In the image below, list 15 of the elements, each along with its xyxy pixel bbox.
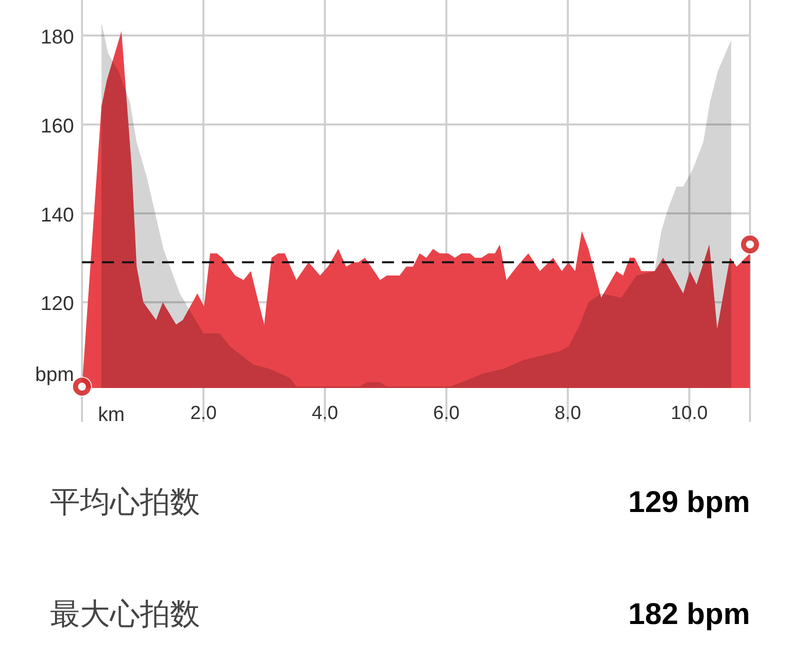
x-tick-label: 8.0 xyxy=(554,403,582,424)
y-tick-label: 120 xyxy=(40,293,74,316)
y-tick-label: 140 xyxy=(40,204,74,226)
x-tick-label: 6.0 xyxy=(433,403,460,424)
text: 最大心拍数 xyxy=(50,598,200,631)
x-tick-label: 4.0 xyxy=(312,403,338,424)
text: 129 bpm xyxy=(628,486,750,519)
x-axis-title: km xyxy=(98,404,125,426)
text: 182 bpm xyxy=(628,598,750,631)
y-axis-title: bpm xyxy=(35,364,74,386)
x-tick-label: 10.0 xyxy=(670,403,708,424)
x-tick-label: 2.0 xyxy=(190,403,217,424)
y-tick-label: 160 xyxy=(40,115,74,138)
y-tick-label: 180 xyxy=(40,26,74,49)
text: 平均心拍数 xyxy=(50,486,200,519)
